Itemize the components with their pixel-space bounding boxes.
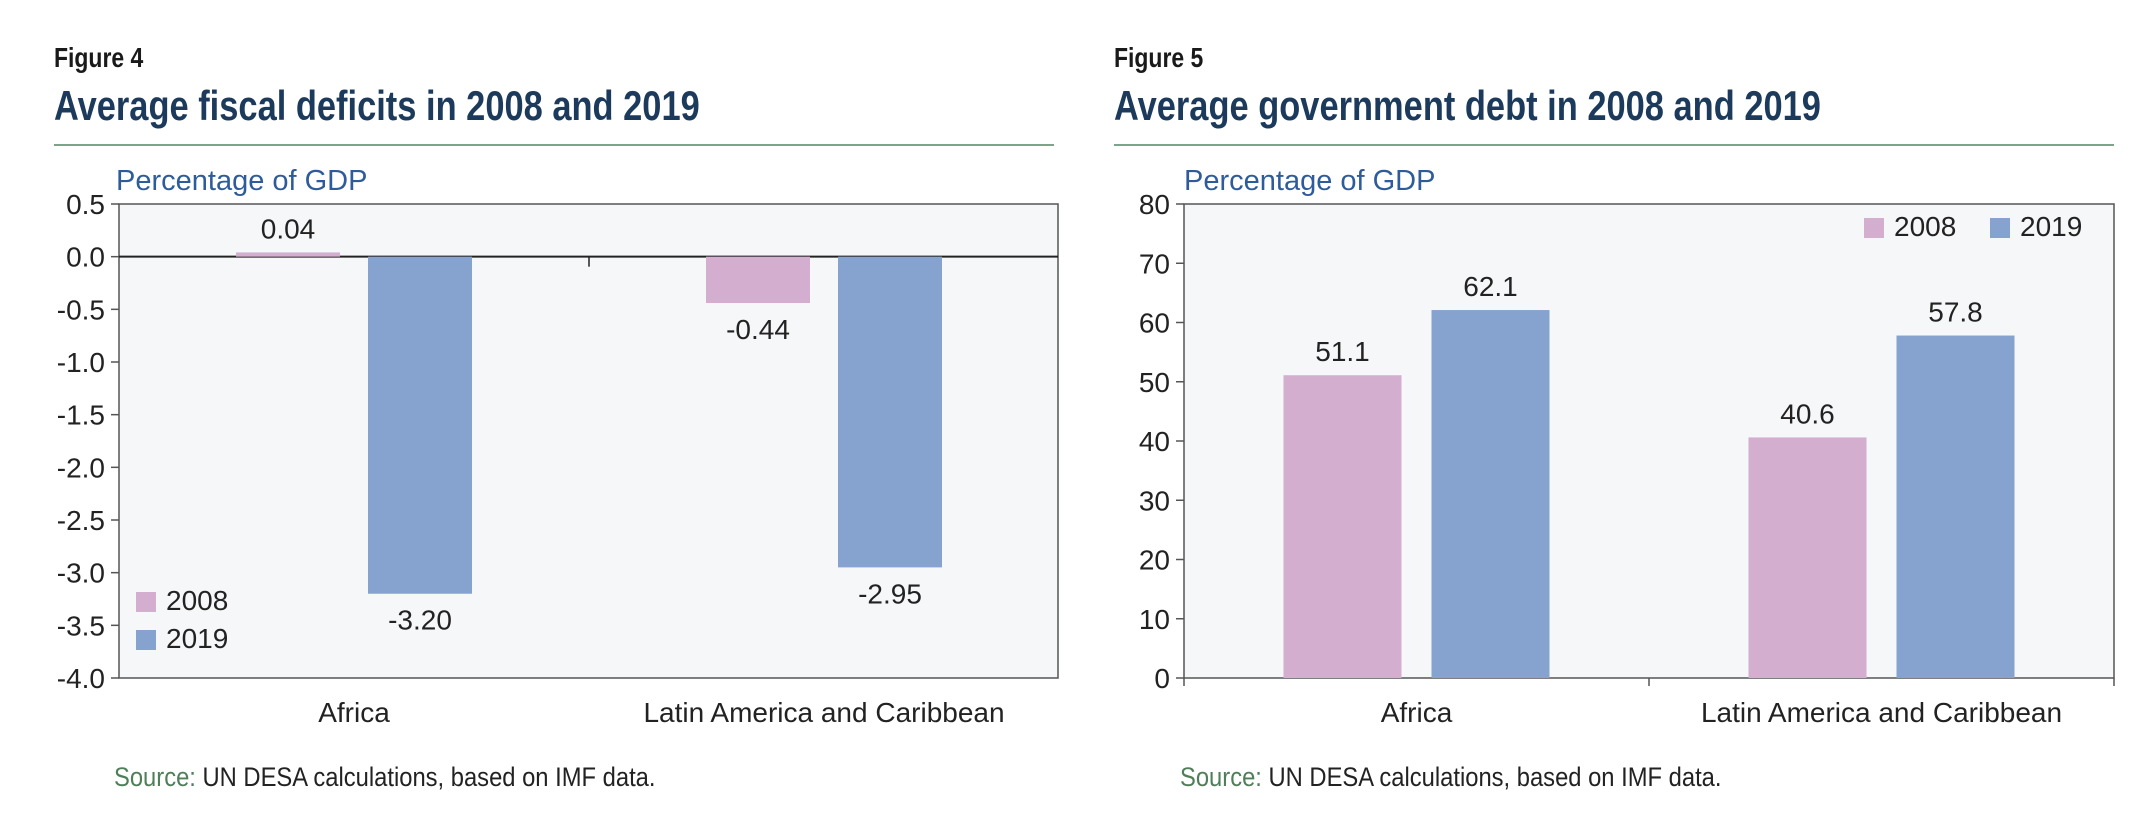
category-label: Latin America and Caribbean [1701, 697, 2062, 728]
y-tick-label: -3.0 [57, 558, 105, 589]
y-tick-label: -2.5 [57, 505, 105, 536]
legend-label: 2019 [166, 623, 228, 654]
government-debt-chart: Percentage of GDP 80 70 60 50 40 30 20 10 0 51.1 62… [1139, 165, 2115, 728]
fiscal-deficits-chart: Percentage of GDP 0.5 0.0 -0.5 -1.0 -1.5 -2.0 -… [57, 165, 1059, 728]
data-label: 62.1 [1463, 271, 1518, 302]
bar-2008 [1748, 437, 1867, 678]
y-tick-label: 30 [1139, 485, 1170, 516]
y-tick-label: -3.5 [57, 610, 105, 641]
data-label: -3.20 [388, 605, 452, 636]
bar-2019 [1896, 335, 2015, 678]
y-tick-label: 0 [1154, 663, 1170, 694]
legend-swatch-2019 [136, 630, 156, 650]
unit-label: Percentage of GDP [116, 165, 367, 197]
title-rule [1114, 144, 2114, 146]
category-label: Africa [1381, 697, 1453, 728]
figure-4: Figure 4 Average fiscal deficits in 2008… [54, 0, 1060, 832]
figure-5: Figure 5 Average government debt in 2008… [1114, 0, 2120, 832]
bar-2008 [1283, 375, 1402, 678]
source-key: Source: [114, 762, 196, 792]
source-note: Source: UN DESA calculations, based on I… [1180, 762, 1721, 793]
legend-label: 2008 [1894, 211, 1956, 242]
y-tick-label: -4.0 [57, 663, 105, 694]
source-key: Source: [1180, 762, 1262, 792]
y-tick-label: -2.0 [57, 452, 105, 483]
figure-label: Figure 5 [1114, 42, 1204, 73]
figure-title: Average fiscal deficits in 2008 and 2019 [54, 82, 700, 129]
legend-label: 2008 [166, 585, 228, 616]
category-label: Africa [318, 697, 390, 728]
data-label: 51.1 [1315, 336, 1370, 367]
data-label: 0.04 [261, 213, 316, 244]
data-label: -2.95 [858, 578, 922, 609]
y-tick-label: 0.0 [66, 242, 105, 273]
y-tick-label: -1.5 [57, 400, 105, 431]
figure-title: Average government debt in 2008 and 2019 [1114, 82, 1821, 129]
source-text: UN DESA calculations, based on IMF data. [1261, 762, 1722, 792]
data-label: 57.8 [1928, 297, 1983, 328]
bar-2008 [706, 256, 810, 304]
y-tick-label: 10 [1139, 604, 1170, 635]
y-tick-label: 80 [1139, 189, 1170, 220]
source-text: UN DESA calculations, based on IMF data. [195, 762, 656, 792]
bar-2019 [1431, 310, 1550, 678]
y-tick-label: 20 [1139, 545, 1170, 576]
legend-swatch-2008 [136, 592, 156, 612]
data-label: -0.44 [726, 314, 790, 345]
y-tick-label: 50 [1139, 367, 1170, 398]
y-tick-label: -1.0 [57, 347, 105, 378]
bar-2008 [236, 252, 340, 257]
unit-label: Percentage of GDP [1184, 165, 1435, 197]
source-note: Source: UN DESA calculations, based on I… [114, 762, 655, 793]
y-tick-label: -0.5 [57, 294, 105, 325]
legend-swatch-2008 [1864, 218, 1884, 238]
figure-label: Figure 4 [54, 42, 144, 73]
title-rule [54, 144, 1054, 146]
legend-swatch-2019 [1990, 218, 2010, 238]
data-label: 40.6 [1780, 398, 1835, 429]
category-label: Latin America and Caribbean [643, 697, 1004, 728]
y-tick-label: 60 [1139, 308, 1170, 339]
bar-2019 [838, 256, 942, 568]
bar-2019 [368, 256, 472, 594]
y-tick-label: 40 [1139, 426, 1170, 457]
y-tick-label: 0.5 [66, 189, 105, 220]
y-tick-label: 70 [1139, 248, 1170, 279]
legend-label: 2019 [2020, 211, 2082, 242]
